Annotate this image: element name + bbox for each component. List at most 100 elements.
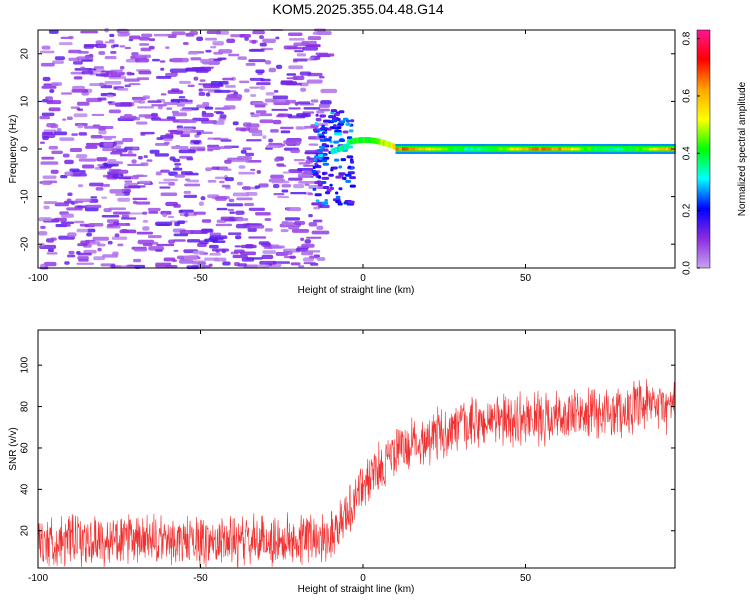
noise-cell	[242, 147, 252, 151]
signal-core-cell	[645, 147, 650, 151]
noise-cell	[272, 95, 289, 99]
signal-core-cell	[499, 147, 504, 151]
noise-cell	[85, 204, 102, 208]
transition-cell	[335, 191, 339, 195]
noise-cell	[205, 167, 212, 172]
noise-cell	[48, 145, 59, 150]
noise-cell	[190, 230, 208, 235]
noise-cell	[117, 87, 129, 91]
noise-cell	[192, 250, 205, 255]
noise-cell	[49, 89, 55, 93]
noise-cell	[240, 128, 247, 132]
noise-cell	[124, 46, 131, 50]
noise-cell	[78, 259, 89, 262]
noise-cell	[90, 134, 103, 139]
noise-cell	[195, 67, 212, 72]
noise-cell	[278, 113, 289, 117]
noise-cell	[48, 107, 61, 112]
noise-cell	[89, 68, 97, 71]
noise-cell	[286, 77, 298, 80]
noise-cell	[73, 200, 84, 204]
noise-cell	[168, 239, 175, 244]
noise-cell	[128, 38, 134, 42]
signal-core-cell	[519, 147, 523, 151]
transition-cell	[324, 191, 331, 195]
transition-cell	[347, 171, 355, 175]
transition-cell	[333, 113, 340, 117]
noise-cell	[67, 192, 73, 196]
noise-cell	[66, 198, 72, 203]
noise-cell	[237, 217, 249, 222]
signal-core-cell	[506, 147, 510, 151]
noise-cell	[224, 177, 234, 182]
noise-cell	[245, 152, 255, 157]
transition-cell	[320, 127, 328, 131]
noise-cell	[251, 39, 257, 44]
noise-cell	[228, 53, 240, 57]
noise-cell	[239, 80, 250, 84]
noise-cell	[41, 85, 57, 89]
noise-cell	[115, 145, 122, 149]
noise-cell	[308, 143, 319, 146]
noise-cell	[109, 33, 115, 37]
noise-cell	[93, 256, 106, 261]
noise-cell	[252, 30, 265, 35]
noise-cell	[207, 179, 217, 183]
noise-cell	[218, 180, 225, 184]
transition-cell	[335, 200, 340, 204]
noise-cell	[159, 60, 166, 63]
noise-cell	[172, 239, 186, 242]
noise-cell	[248, 59, 266, 63]
noise-cell	[109, 189, 125, 194]
noise-cell	[108, 159, 117, 162]
transition-cell	[313, 158, 318, 162]
noise-cell	[306, 79, 323, 84]
noise-cell	[271, 180, 290, 184]
signal-core-cell	[580, 147, 585, 151]
noise-cell	[81, 164, 95, 169]
noise-cell	[316, 225, 324, 230]
noise-cell	[128, 212, 145, 215]
signal-core-cell	[496, 147, 501, 151]
noise-cell	[123, 113, 133, 118]
noise-cell	[290, 192, 306, 195]
noise-cell	[90, 196, 98, 199]
signal-core-cell	[515, 147, 520, 151]
noise-cell	[202, 83, 221, 88]
noise-cell	[236, 181, 243, 186]
noise-cell	[140, 47, 152, 52]
transition-cell	[347, 200, 355, 204]
transition-cell	[321, 143, 327, 147]
noise-cell	[119, 45, 126, 48]
noise-cell	[118, 177, 132, 180]
noise-cell	[95, 40, 104, 45]
noise-cell	[42, 76, 51, 82]
noise-cell	[186, 265, 199, 270]
noise-cell	[201, 112, 214, 118]
colorbar-tick-label: 0.6	[682, 89, 693, 103]
noise-cell	[74, 220, 85, 224]
signal-core-cell	[642, 147, 647, 151]
noise-cell	[176, 103, 185, 107]
noise-cell	[276, 163, 285, 166]
noise-cell	[198, 92, 206, 96]
noise-cell	[315, 117, 322, 122]
signal-core-cell	[541, 147, 546, 151]
noise-cell	[238, 171, 255, 175]
transition-cell	[321, 131, 325, 135]
snr-x-label: Height of straight line (km)	[298, 584, 415, 595]
noise-cell	[246, 123, 260, 128]
noise-cell	[139, 43, 150, 46]
noise-cell	[142, 226, 150, 231]
noise-cell	[124, 78, 140, 82]
transition-cell	[345, 122, 352, 126]
noise-cell	[264, 218, 272, 221]
noise-cell	[50, 237, 57, 241]
noise-cell	[183, 194, 198, 198]
noise-cell	[64, 171, 74, 176]
noise-cell	[232, 121, 239, 126]
noise-cell	[235, 235, 242, 240]
noise-cell	[153, 33, 171, 37]
noise-cell	[255, 110, 267, 114]
noise-cell	[186, 99, 193, 103]
